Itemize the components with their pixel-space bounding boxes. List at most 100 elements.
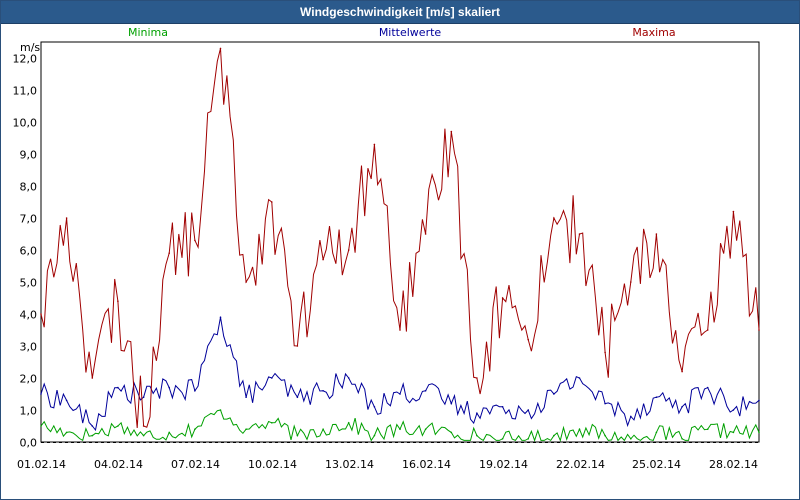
data-point-maxima — [424, 233, 427, 235]
data-point-mittelwerte — [296, 396, 299, 399]
data-point-maxima — [271, 201, 273, 203]
data-point-minima — [271, 422, 273, 424]
data-point-minima — [91, 434, 94, 437]
x-tick-label: 04.02.14 — [94, 458, 143, 471]
data-point-minima — [296, 434, 299, 437]
data-point-mittelwerte — [655, 396, 658, 399]
x-tick-label: 10.02.14 — [248, 458, 297, 471]
data-point-maxima — [681, 370, 683, 373]
legend: Minima Mittelwerte Maxima — [128, 26, 676, 39]
data-point-mittelwerte — [271, 377, 273, 379]
x-tick-label: 13.02.14 — [325, 458, 374, 471]
data-point-minima — [142, 434, 145, 437]
data-point-maxima — [553, 217, 555, 219]
data-point-minima — [758, 431, 760, 434]
y-tick-label: 9,0 — [20, 149, 38, 162]
data-point-minima — [168, 431, 170, 434]
data-point-mittelwerte — [424, 390, 427, 392]
data-point-minima — [322, 428, 324, 431]
data-point-maxima — [476, 377, 478, 379]
data-point-minima — [527, 438, 529, 440]
y-tick-label: 12,0 — [13, 53, 38, 66]
y-tick-label: 3,0 — [20, 341, 38, 354]
data-point-mittelwerte — [553, 393, 555, 395]
data-point-maxima — [630, 281, 632, 283]
data-point-maxima — [117, 300, 119, 303]
data-point-mittelwerte — [373, 406, 376, 408]
series-lines — [40, 47, 760, 442]
data-point-minima — [399, 428, 401, 431]
data-point-mittelwerte — [168, 386, 170, 389]
data-point-mittelwerte — [117, 386, 119, 389]
data-point-maxima — [142, 425, 145, 427]
data-point-mittelwerte — [476, 412, 478, 415]
data-point-mittelwerte — [732, 409, 735, 411]
data-point-mittelwerte — [219, 316, 222, 319]
data-point-mittelwerte — [347, 377, 350, 379]
data-point-minima — [578, 428, 581, 431]
data-point-minima — [630, 438, 632, 440]
y-axis-label: m/s — [20, 41, 40, 54]
data-point-maxima — [168, 252, 170, 254]
data-point-minima — [706, 428, 709, 431]
legend-entry: Mittelwerte — [379, 26, 442, 39]
data-point-minima — [117, 425, 119, 427]
data-point-maxima — [40, 313, 42, 315]
x-tick-label: 19.02.14 — [479, 458, 528, 471]
data-point-minima — [655, 431, 658, 434]
data-point-maxima — [373, 143, 376, 146]
data-point-maxima — [706, 329, 709, 331]
data-point-mittelwerte — [681, 406, 683, 408]
data-point-mittelwerte — [501, 406, 504, 408]
data-point-minima — [450, 431, 453, 434]
data-point-minima — [40, 425, 42, 427]
y-tick-label: 5,0 — [20, 277, 38, 290]
y-tick-label: 6,0 — [20, 245, 38, 258]
data-point-maxima — [732, 210, 735, 213]
y-tick-label: 10,0 — [13, 117, 38, 130]
y-tick-label: 11,0 — [13, 85, 38, 98]
data-point-mittelwerte — [40, 393, 42, 395]
data-point-maxima — [245, 281, 247, 283]
data-point-mittelwerte — [527, 409, 529, 411]
data-point-minima — [476, 434, 478, 437]
data-point-mittelwerte — [91, 425, 94, 427]
data-point-maxima — [604, 351, 606, 354]
data-point-mittelwerte — [630, 415, 632, 418]
data-point-mittelwerte — [604, 402, 606, 405]
data-point-maxima — [450, 130, 453, 133]
data-point-mittelwerte — [142, 396, 145, 399]
data-point-minima — [347, 422, 350, 424]
data-point-mittelwerte — [758, 399, 760, 402]
data-point-maxima — [194, 239, 196, 242]
data-point-maxima — [578, 233, 581, 235]
data-point-minima — [65, 431, 68, 434]
y-tick-label: 8,0 — [20, 181, 38, 194]
data-point-maxima — [347, 249, 350, 251]
data-point-mittelwerte — [578, 377, 581, 379]
x-tick-label: 07.02.14 — [171, 458, 220, 471]
x-tick-label: 25.02.14 — [632, 458, 681, 471]
window-title: Windgeschwindigkeit [m/s] skaliert — [1, 1, 799, 24]
data-point-mittelwerte — [450, 402, 453, 405]
data-point-maxima — [527, 338, 529, 341]
data-point-maxima — [296, 345, 299, 347]
y-tick-label: 2,0 — [20, 373, 38, 386]
plot-frame — [40, 41, 760, 443]
data-point-maxima — [65, 217, 68, 219]
legend-entry: Minima — [128, 26, 168, 39]
data-point-maxima — [501, 297, 504, 299]
data-point-minima — [219, 409, 222, 411]
data-point-minima — [553, 434, 555, 437]
data-point-minima — [732, 431, 735, 434]
data-point-minima — [604, 434, 606, 437]
data-point-mittelwerte — [65, 399, 68, 402]
data-point-mittelwerte — [245, 396, 247, 399]
data-point-mittelwerte — [399, 393, 401, 395]
data-point-minima — [681, 438, 683, 440]
legend-entry: Maxima — [632, 26, 675, 39]
x-tick-label: 16.02.14 — [402, 458, 451, 471]
y-tick-label: 7,0 — [20, 213, 38, 226]
x-tick-label: 28.02.14 — [709, 458, 758, 471]
